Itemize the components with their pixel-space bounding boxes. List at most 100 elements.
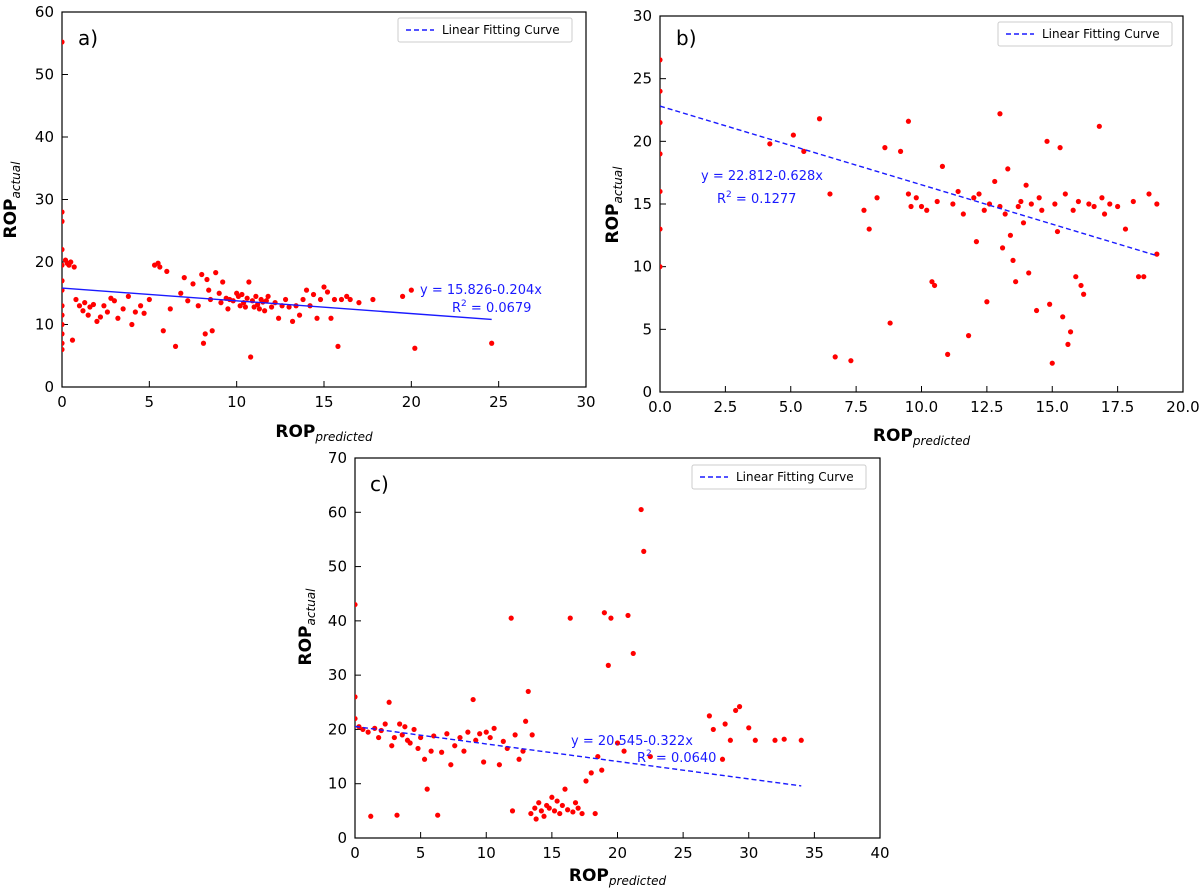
data-point xyxy=(549,794,555,800)
data-point xyxy=(496,762,502,768)
data-point xyxy=(328,315,334,321)
r-squared: R2 = 0.1277 xyxy=(717,190,796,207)
y-tick-label: 0 xyxy=(642,383,652,401)
data-point xyxy=(1018,198,1024,205)
data-point xyxy=(157,264,163,270)
data-point xyxy=(1073,274,1079,280)
data-point xyxy=(209,328,215,334)
fit-equation: y = 22.812-0.628x xyxy=(701,169,823,184)
data-point xyxy=(190,281,196,287)
x-tick-label: 20 xyxy=(402,393,421,411)
data-point xyxy=(1122,226,1129,232)
data-point xyxy=(1070,207,1076,213)
data-point xyxy=(965,333,972,339)
data-point xyxy=(508,615,514,621)
data-point xyxy=(335,343,341,349)
data-point xyxy=(115,315,121,321)
data-point xyxy=(296,312,303,318)
data-point xyxy=(981,207,987,213)
data-point xyxy=(567,615,573,621)
x-tick-label: 0.0 xyxy=(648,398,672,416)
data-point xyxy=(592,810,598,817)
data-point xyxy=(660,226,663,232)
data-point xyxy=(973,239,980,245)
y-axis-label: ROPactual xyxy=(603,166,625,244)
data-point xyxy=(448,762,454,768)
data-point xyxy=(1065,341,1071,347)
data-point xyxy=(520,748,526,754)
data-point xyxy=(625,612,631,619)
data-point xyxy=(439,749,445,755)
data-point xyxy=(73,296,79,303)
x-axis-label-main: ROP xyxy=(275,422,315,442)
data-point xyxy=(570,809,576,815)
data-point xyxy=(960,211,966,217)
data-point xyxy=(997,111,1003,117)
legend-label: Linear Fitting Curve xyxy=(1042,27,1160,41)
y-tick-label: 20 xyxy=(633,132,652,150)
data-point xyxy=(1036,195,1042,201)
data-point xyxy=(630,650,636,657)
data-point xyxy=(90,301,97,308)
x-axis-label: ROPpredicted xyxy=(569,866,667,888)
x-tick-label: 35 xyxy=(805,844,824,862)
legend-label: Linear Fitting Curve xyxy=(442,23,560,37)
x-tick-label: 17.5 xyxy=(1101,398,1134,416)
legend: Linear Fitting Curve xyxy=(397,17,573,43)
data-point xyxy=(415,745,421,752)
data-point xyxy=(206,287,212,293)
data-point xyxy=(213,270,219,276)
data-point xyxy=(1049,360,1055,366)
data-point xyxy=(647,753,653,760)
data-point xyxy=(470,696,476,703)
data-point xyxy=(391,734,397,741)
y-tick-label: 0 xyxy=(44,378,54,396)
y-tick-label: 40 xyxy=(328,612,347,630)
data-point xyxy=(1101,211,1108,217)
data-point xyxy=(160,328,166,334)
data-point xyxy=(237,303,243,309)
y-axis-label: ROPactual xyxy=(296,588,318,666)
y-axis-label-subscript: actual xyxy=(304,588,318,626)
data-point xyxy=(321,284,327,290)
data-point xyxy=(710,726,716,733)
data-point xyxy=(931,282,938,289)
y-tick-label: 30 xyxy=(633,7,652,25)
legend: Linear Fitting Curve xyxy=(691,464,867,490)
data-point xyxy=(772,737,778,743)
data-point xyxy=(1005,166,1011,172)
data-point xyxy=(605,662,611,668)
data-point xyxy=(551,808,558,814)
x-tick-label: 5 xyxy=(145,393,155,411)
data-point xyxy=(1047,301,1053,307)
data-point xyxy=(275,315,282,321)
data-point xyxy=(338,296,345,303)
data-point xyxy=(1002,211,1008,217)
data-point xyxy=(220,279,226,285)
data-point xyxy=(101,303,107,309)
linear-fit-line xyxy=(355,725,802,787)
data-point xyxy=(421,756,428,762)
data-point xyxy=(248,354,254,360)
data-point xyxy=(848,358,854,364)
data-point xyxy=(300,296,306,303)
data-point xyxy=(457,734,463,741)
panel-letter: c) xyxy=(370,472,389,496)
data-point xyxy=(265,293,271,299)
data-point xyxy=(736,704,743,710)
data-point xyxy=(286,304,292,310)
data-point xyxy=(461,748,467,754)
data-point xyxy=(355,694,358,700)
data-point xyxy=(138,303,144,309)
plot-area xyxy=(62,39,495,360)
data-point xyxy=(368,813,374,819)
data-point xyxy=(1091,203,1097,210)
data-point xyxy=(905,118,912,124)
data-point xyxy=(402,724,408,730)
data-point xyxy=(1044,138,1050,144)
data-point xyxy=(62,340,65,346)
data-point xyxy=(887,320,893,326)
data-point xyxy=(253,293,259,299)
data-point xyxy=(62,312,65,318)
